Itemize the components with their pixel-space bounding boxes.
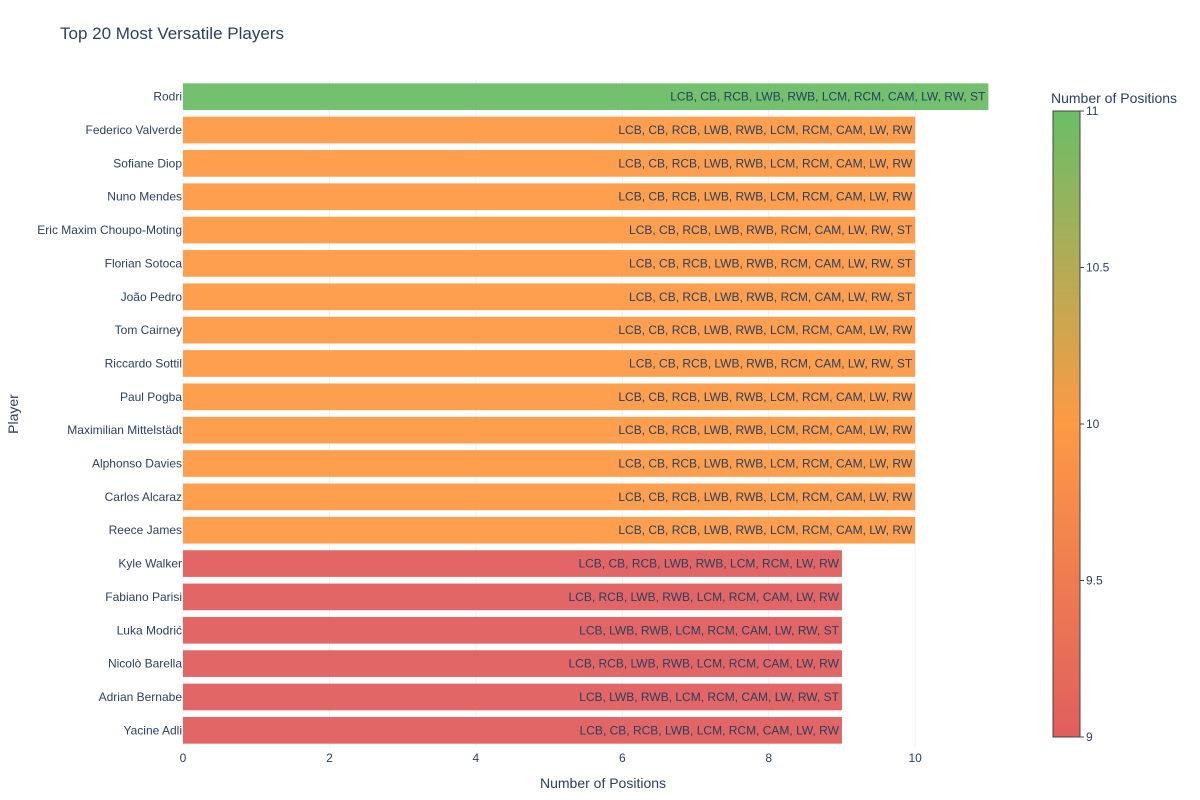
y-tick-label: Nuno Mendes (107, 190, 182, 204)
y-tick-label: Sofiane Diop (113, 156, 182, 170)
bar-value-label: LCB, CB, RCB, LWB, RWB, RCM, CAM, LW, RW… (629, 223, 913, 237)
colorbar: Number of Positions 9 9.5 10 10.5 11 (1051, 90, 1177, 744)
colorbar-tick-label: 11 (1086, 104, 1099, 118)
bar-value-label: LCB, CB, RCB, LWB, RWB, RCM, CAM, LW, RW… (629, 290, 913, 304)
x-tick-label: 4 (473, 751, 480, 765)
bar-value-label: LCB, CB, RCB, LWB, RWB, RCM, CAM, LW, RW… (629, 256, 913, 270)
bar-value-label: LCB, CB, RCB, LWB, RWB, LCM, RCM, CAM, L… (618, 190, 912, 204)
y-tick-label: Paul Pogba (120, 390, 182, 404)
y-tick-label: Alphonso Davies (92, 457, 182, 471)
y-tick-label: Eric Maxim Choupo-Moting (37, 223, 182, 237)
bar-value-label: LCB, CB, RCB, LWB, RWB, LCM, RCM, CAM, L… (618, 457, 912, 471)
bar (183, 516, 916, 544)
y-tick-label: Yacine Adli (124, 723, 182, 737)
y-tick-label: Fabiano Parisi (105, 590, 182, 604)
x-tick-label: 8 (765, 751, 772, 765)
bar-value-label: LCB, CB, RCB, LWB, RWB, LCM, RCM, CAM, L… (618, 156, 912, 170)
x-tick-labels: 0 2 4 6 8 10 (180, 751, 923, 765)
grid-lines (182, 80, 916, 747)
x-axis-title: Number of Positions (540, 775, 666, 791)
bar-value-label: LCB, CB, RCB, LWB, RWB, LCM, RCM, CAM, L… (618, 323, 912, 337)
y-tick-label: Adrian Bernabe (99, 690, 183, 704)
colorbar-title: Number of Positions (1051, 90, 1177, 106)
y-tick-label: Luka Modrić (117, 623, 182, 637)
x-tick-label: 6 (619, 751, 626, 765)
bar (183, 350, 916, 377)
bars: LCB, CB, RCB, LWB, RWB, LCM, RCM, CAM, L… (183, 83, 989, 744)
bar-value-label: LCB, CB, RCB, LWB, RWB, RCM, CAM, LW, RW… (629, 356, 913, 370)
bar-value-label: LCB, RCB, LWB, RWB, LCM, RCM, CAM, LW, R… (568, 657, 839, 671)
y-tick-label: Reece James (109, 523, 182, 537)
bar-value-label: LCB, CB, RCB, LWB, RWB, LCM, RCM, CAM, L… (618, 390, 912, 404)
bar-value-label: LCB, LWB, RWB, LCM, RCM, CAM, LW, RW, ST (579, 690, 839, 704)
bar (183, 316, 916, 344)
bar-value-label: LCB, CB, RCB, LWB, RWB, LCM, RCM, CAM, L… (670, 90, 986, 104)
colorbar-tick-label: 9 (1086, 730, 1093, 744)
bar-value-label: LCB, CB, RCB, LWB, RWB, LCM, RCM, CAM, L… (618, 523, 912, 537)
bar-value-label: LCB, CB, RCB, LWB, LCM, RCM, CAM, LW, RW (580, 723, 840, 737)
y-tick-label: Federico Valverde (86, 123, 183, 137)
bar-value-label: LCB, CB, RCB, LWB, RWB, LCM, RCM, CAM, L… (618, 423, 912, 437)
bar (183, 550, 842, 577)
bar-value-label: LCB, CB, RCB, LWB, RWB, LCM, RCM, LW, RW (578, 557, 839, 571)
bar (183, 683, 842, 711)
bar (183, 650, 842, 677)
bar-value-label: LCB, LWB, RWB, LCM, RCM, CAM, LW, RW, ST (579, 623, 839, 637)
bar (183, 416, 916, 444)
y-tick-label: Riccardo Sottil (105, 356, 182, 370)
chart-title: Top 20 Most Versatile Players (60, 24, 284, 43)
bar-value-label: LCB, RCB, LWB, RWB, LCM, RCM, CAM, LW, R… (568, 590, 839, 604)
bar (183, 183, 916, 211)
x-tick-label: 2 (326, 751, 333, 765)
bar (183, 150, 916, 177)
y-tick-label: João Pedro (121, 290, 183, 304)
bar (183, 216, 916, 244)
bar (183, 583, 842, 611)
colorbar-tick-label: 10.5 (1086, 261, 1110, 275)
colorbar-tick-label: 10 (1086, 417, 1100, 431)
bar (183, 716, 842, 744)
bar (183, 250, 916, 277)
y-tick-label: Tom Cairney (115, 323, 182, 337)
y-tick-label: Nicolò Barella (108, 657, 182, 671)
x-tick-label: 10 (908, 751, 922, 765)
bar (183, 116, 916, 144)
x-tick-label: 0 (180, 751, 187, 765)
y-tick-label: Maximilian Mittelstädt (67, 423, 182, 437)
bar (183, 383, 916, 411)
y-tick-label: Kyle Walker (118, 557, 182, 571)
bar (183, 283, 916, 311)
bar (183, 83, 989, 111)
y-tick-label: Florian Sotoca (105, 256, 183, 270)
y-tick-labels: Rodri Federico Valverde Sofiane Diop Nuno M… (37, 90, 182, 738)
y-axis-title: Player (5, 394, 21, 434)
bar (183, 450, 916, 477)
bar (183, 616, 842, 644)
bar-value-label: LCB, CB, RCB, LWB, RWB, LCM, RCM, CAM, L… (618, 490, 912, 504)
colorbar-tick-label: 9.5 (1086, 574, 1103, 588)
colorbar-gradient (1052, 110, 1081, 738)
y-tick-label: Rodri (153, 90, 182, 104)
y-tick-label: Carlos Alcaraz (105, 490, 182, 504)
bar-value-label: LCB, CB, RCB, LWB, RWB, LCM, RCM, CAM, L… (618, 123, 912, 137)
bar (183, 483, 916, 511)
